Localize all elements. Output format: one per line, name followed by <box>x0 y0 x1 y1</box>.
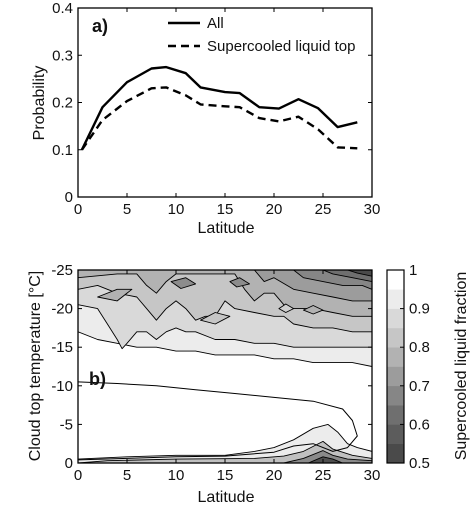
contour-chart-panel: 0 5 10 15 20 25 30-25-20-15-10-50 b) Latitude … <box>27 262 470 506</box>
colorbar-segment <box>387 270 404 290</box>
x-tick-label: 10 <box>168 467 185 484</box>
x-tick-label: 0 <box>74 201 82 218</box>
contour-island <box>229 277 250 288</box>
panel-label-b: b) <box>89 369 106 389</box>
colorbar-frame <box>386 269 405 464</box>
x-tick-label: 30 <box>364 467 381 484</box>
x-tick-label: 10 <box>168 201 185 218</box>
colorbar-segment <box>387 347 404 367</box>
colorbar-tick-label: 0.9 <box>409 301 430 318</box>
colorbar-tick-label: 0.8 <box>409 339 430 356</box>
y-tick-label: -15 <box>51 339 73 356</box>
line-chart-series-group <box>80 65 358 151</box>
x-axis-label-b: Latitude <box>198 489 255 506</box>
panel-label-a: a) <box>92 16 108 36</box>
y-tick-label: -5 <box>60 416 73 433</box>
x-axis-label-a: Latitude <box>198 220 255 237</box>
contour-island <box>200 312 231 325</box>
x-tick-label: 20 <box>266 467 283 484</box>
colorbar-segment <box>387 424 404 444</box>
colorbar-tick-label: 0.6 <box>409 416 430 433</box>
x-tick-label: 30 <box>364 201 381 218</box>
line-chart-frame <box>77 7 373 198</box>
legend-a: All Supercooled liquid top <box>168 15 355 55</box>
colorbar-tick-label: 0.7 <box>409 378 430 395</box>
colorbar-segment <box>387 385 404 406</box>
x-tick-label: 5 <box>123 467 131 484</box>
colorbar-tick-label: 1 <box>409 262 417 279</box>
colorbar-tick-label: 0.5 <box>409 455 430 472</box>
series-line-all <box>80 65 358 151</box>
x-tick-label: 15 <box>217 467 234 484</box>
y-tick-label: -25 <box>51 262 73 279</box>
y-tick-label: 0.3 <box>52 47 73 64</box>
x-tick-label: 15 <box>217 201 234 218</box>
colorbar-segment <box>387 289 404 309</box>
y-tick-label: 0.1 <box>52 142 73 159</box>
x-tick-label: 0 <box>74 467 82 484</box>
y-tick-label: -20 <box>51 301 73 318</box>
contour-chart-ticks: 0 5 10 15 20 25 30 -25 -20 -15 -10 -5 0 <box>51 262 380 484</box>
contour-island <box>302 305 324 315</box>
x-tick-label: 5 <box>123 201 131 218</box>
colorbar-label: Supercooled liquid fraction <box>453 272 470 461</box>
line-chart-panel: 0 5 10 15 20 25 30 0 0.1 0.2 0.3 0.4 a) Latitude Pr… <box>31 0 380 237</box>
colorbar-segment <box>387 443 404 464</box>
y-tick-label: 0 <box>65 189 73 206</box>
x-tick-label: 25 <box>315 201 332 218</box>
colorbar-segment <box>387 308 404 329</box>
series-line-supercooled <box>80 86 358 151</box>
colorbar-segment <box>387 327 404 348</box>
y-tick-label: 0 <box>65 455 73 472</box>
y-tick-label: 0.2 <box>52 95 73 112</box>
colorbar-segment <box>387 405 404 425</box>
x-tick-label: 20 <box>266 201 283 218</box>
colorbar-segment <box>387 366 404 387</box>
contour-band <box>283 450 372 463</box>
contour-island <box>278 303 295 313</box>
y-tick-label: 0.4 <box>52 0 73 17</box>
line-chart-ticks: 0 5 10 15 20 25 30 0 0.1 0.2 0.3 0.4 <box>52 0 380 218</box>
y-axis-label-a: Probability <box>31 66 48 141</box>
contour-island <box>97 288 133 302</box>
contour-island <box>170 277 197 289</box>
y-tick-label: -10 <box>51 378 73 395</box>
contour-band <box>307 456 344 463</box>
legend-entry: All <box>207 15 224 32</box>
contour-fill-group <box>78 270 372 463</box>
contour-band <box>78 440 372 463</box>
y-axis-label-b: Cloud top temperature [°C] <box>27 271 44 462</box>
x-tick-label: 25 <box>315 467 332 484</box>
contour-line-group <box>78 381 358 461</box>
contour-band <box>347 270 372 277</box>
legend-entry: Supercooled liquid top <box>207 38 355 55</box>
contour-line <box>78 381 358 461</box>
colorbar: 0.5 0.6 0.7 0.8 0.9 1 <box>386 262 430 472</box>
